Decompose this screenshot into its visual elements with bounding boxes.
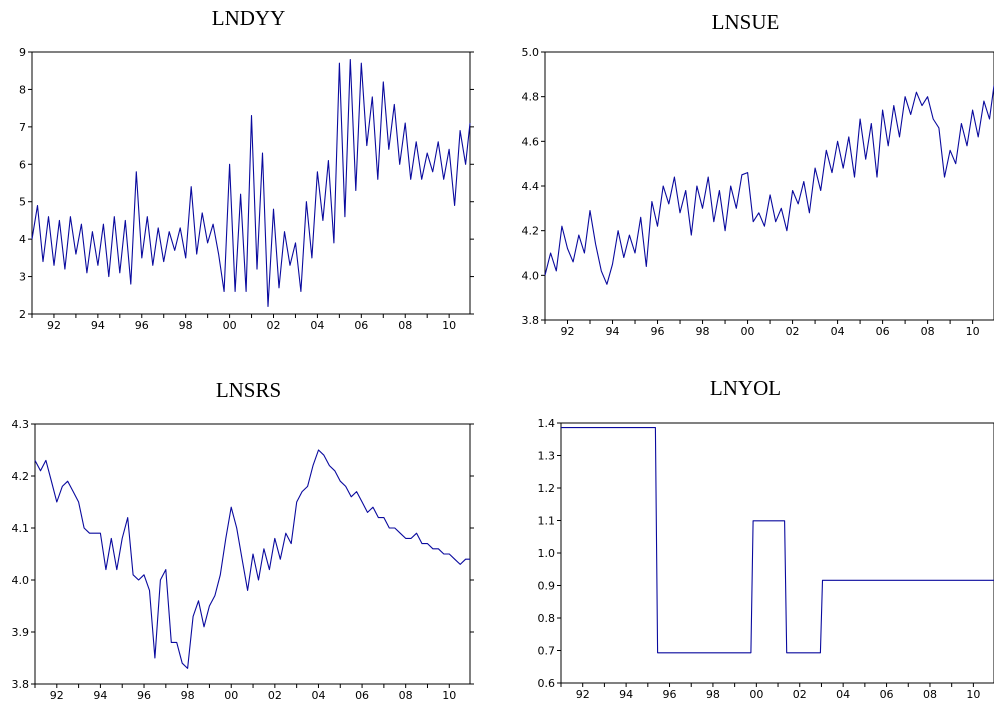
chart-title: LNYOL: [709, 376, 782, 400]
chart-svg-lnsue: 3.8 4.0 4.2 4.4 4.6 4.8 5.0 92 94 96 98 00 02 04 06 08 1…: [522, 46, 994, 338]
plot-frame: [34, 423, 471, 685]
x-tick-label: 10: [442, 319, 456, 332]
x-tick-label: 08: [923, 688, 937, 701]
x-tick-label: 04: [831, 325, 845, 338]
x-tick-label: 04: [311, 689, 325, 702]
x-tick-label: 08: [399, 689, 413, 702]
series-line: [544, 85, 994, 285]
x-tick-label: 92: [47, 319, 61, 332]
y-tick-label: 5.0: [522, 46, 540, 59]
x-tick-label: 02: [267, 319, 281, 332]
x-tick-label: 96: [137, 689, 151, 702]
y-tick-label: 0.6: [538, 677, 556, 690]
y-tick-label: 4.1: [12, 522, 30, 535]
y-tick-label: 1.1: [538, 515, 556, 528]
y-tick-label: 3: [19, 271, 26, 284]
y-tick-label: 1.2: [538, 482, 556, 495]
x-tick-label: 02: [786, 325, 800, 338]
x-tick-label: 94: [93, 689, 107, 702]
x-tick-label: 92: [50, 689, 64, 702]
y-tick-label: 3.8: [12, 678, 30, 691]
x-tick-label: 02: [793, 688, 807, 701]
chart-title: LNSUE: [711, 10, 780, 34]
x-tick-label: 94: [619, 688, 633, 701]
x-tick-label: 10: [966, 325, 980, 338]
x-tick-label: 00: [749, 688, 763, 701]
x-tick-label: 96: [663, 688, 677, 701]
x-tick-label: 06: [354, 319, 368, 332]
y-tick-label: 7: [19, 121, 26, 134]
x-tick-label: 08: [398, 319, 412, 332]
y-tick-label: 0.9: [538, 580, 556, 593]
x-tick-label: 06: [876, 325, 890, 338]
y-tick-label: 4.2: [12, 470, 30, 483]
y-tick-label: 1.4: [538, 417, 556, 430]
series-line: [561, 427, 994, 654]
chart-title: LNSRS: [215, 378, 282, 402]
y-tick-label: 3.8: [522, 314, 540, 327]
x-tick-label: 92: [576, 688, 590, 701]
x-tick-label: 96: [651, 325, 665, 338]
y-tick-label: 4: [19, 233, 26, 246]
x-tick-label: 98: [696, 325, 710, 338]
y-tick-label: 6: [19, 158, 26, 171]
x-tick-label: 04: [836, 688, 850, 701]
y-tick-label: 4.6: [522, 135, 540, 148]
chart-panel-lnyol: LNYOL 0.6 0.7 0.8 0.9 1.0 1.1 1.2 1.3 1.4 92 94 96 9…: [497, 354, 994, 708]
x-tick-label: 10: [966, 688, 980, 701]
y-tick-label: 0.7: [538, 645, 556, 658]
x-tick-label: 92: [561, 325, 575, 338]
y-tick-label: 4.2: [522, 225, 540, 238]
y-tick-label: 4.0: [522, 269, 540, 282]
plot-frame: [560, 422, 994, 684]
x-tick-label: 00: [224, 689, 238, 702]
y-tick-label: 1.0: [538, 547, 556, 560]
plot-frame: [544, 51, 994, 321]
y-tick-label: 3.9: [12, 626, 30, 639]
y-tick-label: 2: [19, 308, 26, 321]
x-tick-label: 06: [355, 689, 369, 702]
x-tick-label: 94: [606, 325, 620, 338]
x-tick-label: 10: [442, 689, 456, 702]
chart-title: LNDYY: [211, 6, 286, 30]
x-tick-label: 00: [223, 319, 237, 332]
y-tick-label: 0.8: [538, 612, 556, 625]
x-tick-label: 98: [706, 688, 720, 701]
y-tick-label: 4.0: [12, 574, 30, 587]
x-tick-label: 00: [741, 325, 755, 338]
y-tick-label: 9: [19, 46, 26, 59]
x-tick-label: 98: [179, 319, 193, 332]
y-tick-label: 4.4: [522, 180, 540, 193]
x-tick-label: 96: [135, 319, 149, 332]
y-tick-label: 8: [19, 83, 26, 96]
x-tick-label: 06: [880, 688, 894, 701]
x-tick-label: 02: [268, 689, 282, 702]
x-tick-label: 98: [181, 689, 195, 702]
y-tick-label: 1.3: [538, 450, 556, 463]
series-line: [34, 449, 470, 669]
chart-panel-lnsue: LNSUE 3.8 4.0 4.2 4.4 4.6 4.8 5.0 92 94 96 98 00 02 0…: [497, 0, 994, 354]
y-tick-label: 5: [19, 196, 26, 209]
chart-panel-lndyy: LNDYY 2 3 4 5 6 7 8 9 92 94 96 98 00 02 04 06 08 10: [0, 0, 497, 354]
chart-svg-lnsrs: 3.8 3.9 4.0 4.1 4.2 4.3 92 94 96 98 00 02 04 06 08 10: [12, 418, 474, 702]
x-tick-label: 04: [310, 319, 324, 332]
x-tick-label: 94: [91, 319, 105, 332]
chart-svg-lndyy: 2 3 4 5 6 7 8 9 92 94 96 98 00 02 04 06 08 10: [19, 46, 474, 332]
series-line: [31, 58, 471, 308]
x-tick-label: 08: [921, 325, 935, 338]
y-tick-label: 4.3: [12, 418, 30, 431]
chart-panel-lnsrs: LNSRS 3.8 3.9 4.0 4.1 4.2 4.3 92 94 96 98 00 02 04 06…: [0, 354, 497, 708]
chart-svg-lnyol: 0.6 0.7 0.8 0.9 1.0 1.1 1.2 1.3 1.4 92 94 96 98 00 02 0…: [538, 417, 994, 701]
y-tick-label: 4.8: [522, 91, 540, 104]
plot-frame: [31, 51, 471, 315]
